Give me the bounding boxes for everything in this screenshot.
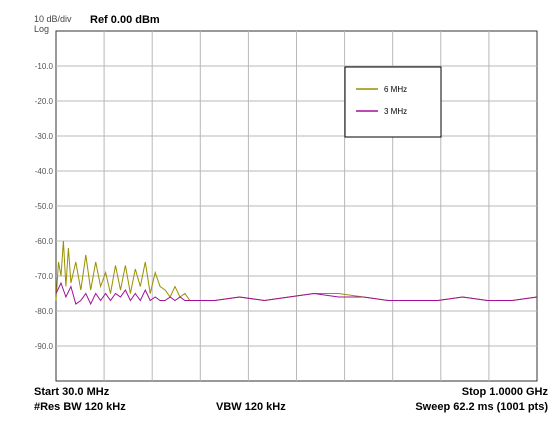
legend-label: 3 MHz	[384, 107, 407, 116]
y-tick-label: -90.0	[35, 342, 54, 351]
trace-series-2	[55, 281, 538, 306]
y-tick-label: -20.0	[35, 97, 54, 106]
y-tick-label: -60.0	[35, 237, 54, 246]
legend: 6 MHz 3 MHz	[344, 66, 442, 138]
resolution-bandwidth: #Res BW 120 kHz	[34, 401, 126, 413]
y-tick-label: -30.0	[35, 132, 54, 141]
y-tick-label: -40.0	[35, 167, 54, 176]
traces	[55, 240, 538, 306]
scale-label: 10 dB/div	[34, 14, 72, 24]
trace-series-1	[55, 240, 538, 302]
legend-box	[344, 66, 442, 138]
grid	[56, 31, 537, 381]
ref-level-label: Ref 0.00 dBm	[90, 14, 160, 26]
y-tick-label: -70.0	[35, 272, 54, 281]
scale-type-label: Log	[34, 24, 50, 34]
y-tick-label: -10.0	[35, 62, 54, 71]
video-bandwidth: VBW 120 kHz	[216, 401, 286, 413]
y-tick-label: -80.0	[35, 307, 54, 316]
start-frequency: Start 30.0 MHz	[34, 386, 110, 398]
y-tick-label: -50.0	[35, 202, 54, 211]
sweep-time: Sweep 62.2 ms (1001 pts)	[415, 401, 548, 413]
y-tick-labels: -10.0 -20.0 -30.0 -40.0 -50.0 -60.0 -70.0 -80.0…	[35, 62, 54, 351]
legend-label: 6 MHz	[384, 85, 407, 94]
stop-frequency: Stop 1.0000 GHz	[461, 386, 548, 398]
